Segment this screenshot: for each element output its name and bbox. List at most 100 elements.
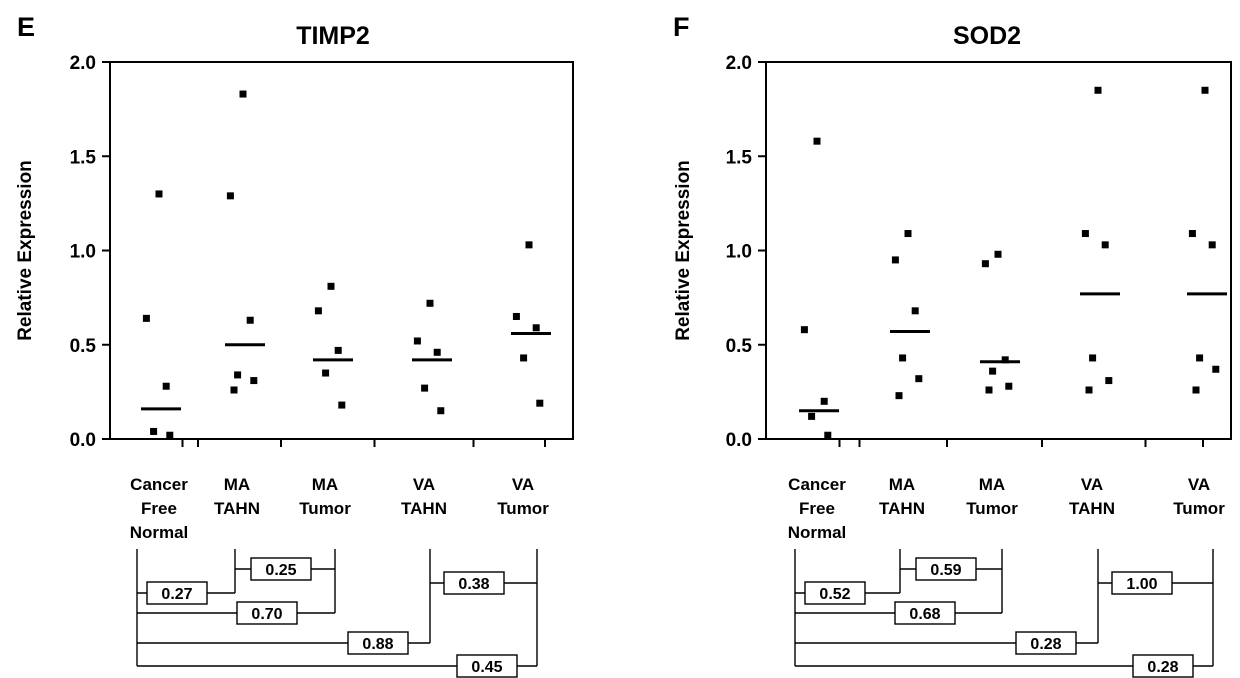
data-point [981,260,989,268]
category-label: Tumor [497,499,549,518]
panel-f: F SOD2 0.0 0.5 1.0 1.5 2.0 Relative Expression C… [673,12,1232,678]
y-tick-label: 1.5 [70,147,97,168]
y-tick-label: 1.0 [70,242,96,263]
category-label: MA [312,475,338,494]
category-label: TAHN [879,499,925,518]
data-point [895,392,903,400]
data-point [433,348,441,356]
y-tick-label: 2.0 [726,53,752,74]
p-value-box [804,581,866,605]
category-label: TAHN [1069,499,1115,518]
panel-letter: F [673,12,690,42]
p-value-box [915,557,977,581]
category-label: Normal [788,523,847,542]
category-label: Cancer [130,475,188,494]
data-point [230,386,238,394]
data-point [226,192,234,200]
data-point [1101,241,1109,249]
data-point [421,384,429,392]
category-label: Normal [130,523,189,542]
data-point [338,401,346,409]
category-label: TAHN [401,499,447,518]
category-label: MA [979,475,1005,494]
data-point [334,346,342,354]
y-tick-label: 0.0 [70,430,96,451]
p-value-box [1111,571,1173,595]
category-label: Cancer [788,475,846,494]
p-value-label: 0.25 [265,562,296,579]
data-point [413,337,421,345]
data-point [1192,386,1200,394]
category-label: VA [1188,475,1210,494]
p-value-label: 0.28 [1147,659,1178,676]
p-value-box [146,581,208,605]
category-label: Tumor [299,499,351,518]
category-label: VA [413,475,435,494]
category-label: Free [141,499,177,518]
category-label: Free [799,499,835,518]
data-point [314,307,322,315]
data-point [520,354,528,362]
p-value-label: 0.27 [161,586,192,603]
data-point [800,326,808,334]
data-point [512,312,520,320]
data-point [1094,86,1102,94]
data-point [1201,86,1209,94]
panel-letter: E [17,12,35,42]
y-tick-label: 1.5 [726,147,753,168]
data-point [150,427,158,435]
p-value-box [250,557,312,581]
data-point [525,241,533,249]
data-point [532,324,540,332]
panel-e: E TIMP2 0.0 0.5 1.0 1.5 2.0 Relative Expression… [15,12,574,678]
data-point [904,230,912,238]
p-value-box [443,571,505,595]
data-point [820,397,828,405]
y-tick-label: 0.5 [70,336,97,357]
data-point [985,386,993,394]
data-point [994,250,1002,258]
data-point [824,431,832,439]
data-point [536,399,544,407]
data-point [246,316,254,324]
data-point [322,369,330,377]
data-point [911,307,919,315]
plot-frame [765,61,1232,440]
data-point [1001,356,1009,364]
data-point [239,90,247,98]
data-point [1089,354,1097,362]
category-label: VA [512,475,534,494]
p-value-label: 0.88 [362,636,393,653]
p-value-label: 1.00 [1126,576,1157,593]
category-label: Tumor [1173,499,1225,518]
chart-title: TIMP2 [296,22,370,50]
data-point [162,382,170,390]
p-value-box [1015,631,1077,655]
p-value-label: 0.59 [930,562,961,579]
y-axis-label: Relative Expression [673,160,694,341]
data-point [1188,230,1196,238]
data-point [437,407,445,415]
plot-frame [109,61,574,440]
data-point [813,137,821,145]
p-value-box [236,601,298,625]
p-value-label: 0.68 [909,606,940,623]
data-point [899,354,907,362]
p-value-box [347,631,409,655]
data-point [234,371,242,379]
data-point [915,375,923,383]
data-point [1105,377,1113,385]
y-tick-label: 0.0 [726,430,752,451]
p-value-label: 0.52 [819,586,850,603]
data-point [1208,241,1216,249]
data-point [142,314,150,322]
category-label: MA [889,475,915,494]
data-point [250,377,258,385]
p-value-label: 0.28 [1030,636,1061,653]
p-value-label: 0.70 [251,606,282,623]
category-label: TAHN [214,499,260,518]
p-value-box [1132,654,1194,678]
p-value-box [894,601,956,625]
p-value-box [456,654,518,678]
